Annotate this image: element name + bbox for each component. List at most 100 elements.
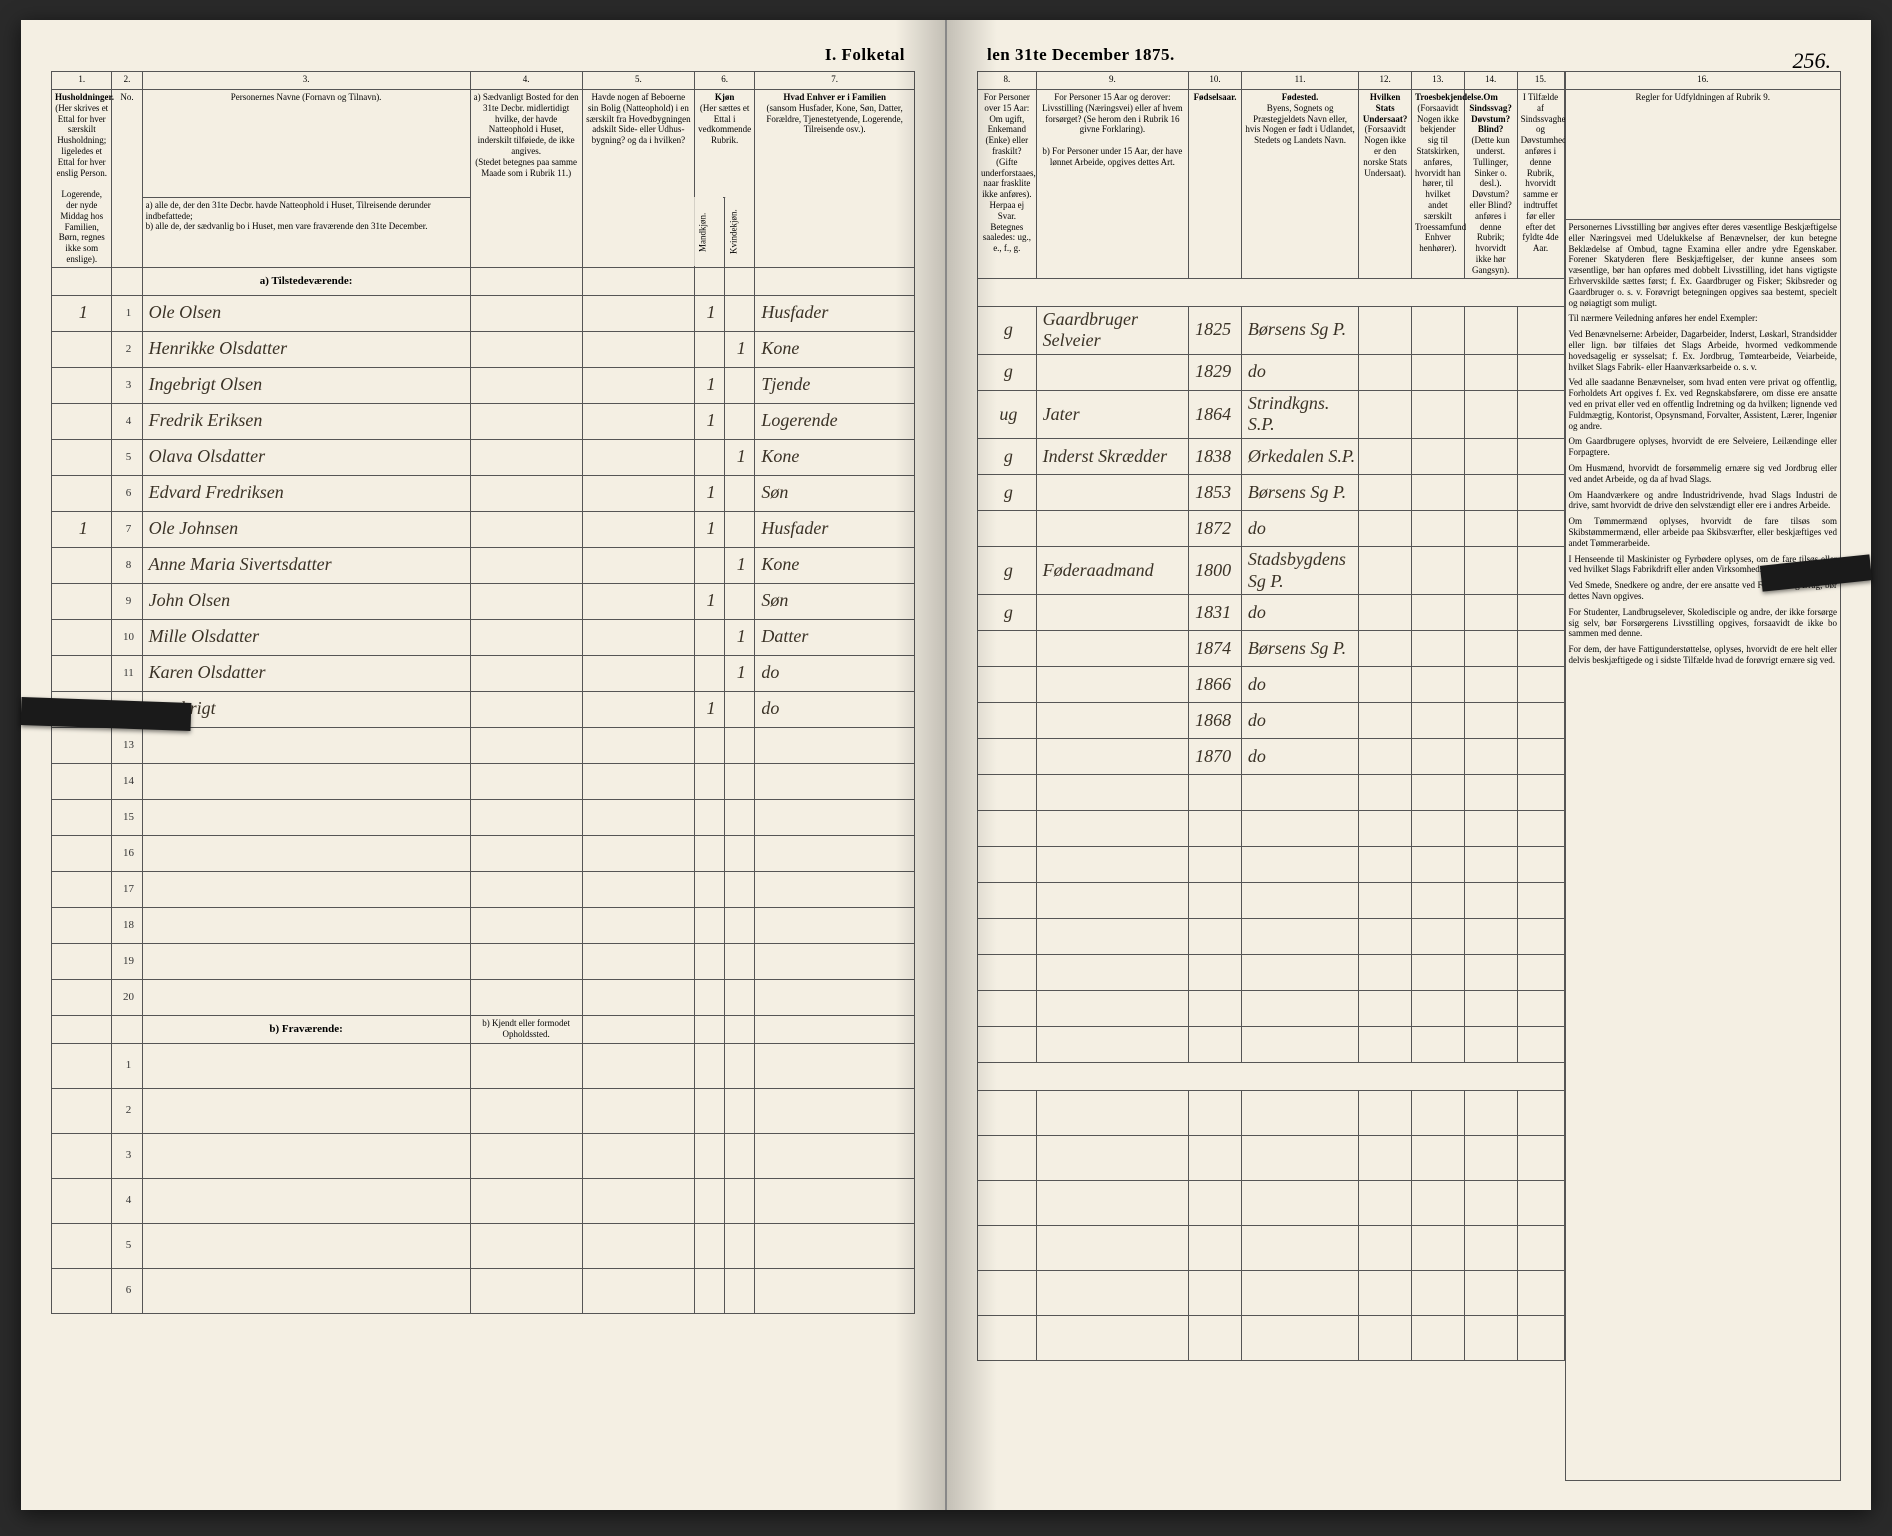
table-row <box>978 991 1565 1027</box>
cell-rownum: 1 <box>112 295 142 331</box>
colnum-15: 15. <box>1517 72 1564 90</box>
table-row: 4 <box>52 1178 915 1223</box>
cell-female <box>725 475 755 511</box>
table-row: 1 <box>52 1043 915 1088</box>
table-row <box>978 811 1565 847</box>
table-row: 5 Olava Olsdatter 1 Kone <box>52 439 915 475</box>
cell-year: 1829 <box>1189 354 1242 390</box>
colnum-11: 11. <box>1241 72 1358 90</box>
cell-family: Kone <box>755 547 915 583</box>
cell-rownum: 2 <box>112 331 142 367</box>
cell-name: Fredrik Eriksen <box>142 403 470 439</box>
table-row <box>978 883 1565 919</box>
table-row: g 1831 do <box>978 595 1565 631</box>
cell-rownum: 6 <box>112 475 142 511</box>
cell-household <box>52 547 112 583</box>
cell-marital <box>978 510 1037 546</box>
table-row: g 1853 Børsens Sg P. <box>978 474 1565 510</box>
cell-male <box>694 439 724 475</box>
cell-occupation: Føderaadmand <box>1036 546 1189 594</box>
cell-residence <box>470 547 582 583</box>
cell-year: 1853 <box>1189 474 1242 510</box>
cell-residence <box>470 691 582 727</box>
table-row: 14 <box>52 763 915 799</box>
cell-rownum: 10 <box>112 619 142 655</box>
cell-household <box>52 655 112 691</box>
title-left: I. Folketal <box>51 45 915 65</box>
cell-rownum: 8 <box>112 547 142 583</box>
cell-family: Husfader <box>755 511 915 547</box>
cell-family: Kone <box>755 439 915 475</box>
cell-building <box>582 475 694 511</box>
cell-year: 1870 <box>1189 739 1242 775</box>
cell-year: 1872 <box>1189 510 1242 546</box>
hdr-male: Mandkjøn. <box>694 197 724 267</box>
cell-year: 1868 <box>1189 703 1242 739</box>
table-row: 3 <box>52 1133 915 1178</box>
cell-household <box>52 619 112 655</box>
hdr-names: Personernes Navne (Fornavn og Tilnavn). <box>142 90 470 198</box>
cell-year: 1800 <box>1189 546 1242 594</box>
cell-occupation <box>1036 474 1189 510</box>
cell-household <box>52 403 112 439</box>
cell-marital: ug <box>978 390 1037 438</box>
table-row <box>978 955 1565 991</box>
page-number: 256. <box>1793 48 1832 74</box>
hdr-names-sub: a) alle de, der den 31te Decbr. havde Na… <box>142 197 470 267</box>
cell-building <box>582 367 694 403</box>
table-row <box>978 1226 1565 1271</box>
cell-name: Edvard Fredriksen <box>142 475 470 511</box>
cell-male: 1 <box>694 367 724 403</box>
table-row: 2 <box>52 1088 915 1133</box>
cell-building <box>582 583 694 619</box>
census-table-right: 8. 9. 10. 11. 12. 13. 14. 15. For Person… <box>977 71 1565 1361</box>
cell-marital <box>978 739 1037 775</box>
colnum-10: 10. <box>1189 72 1242 90</box>
cell-name: Ole Olsen <box>142 295 470 331</box>
cell-marital: g <box>978 438 1037 474</box>
cell-place: do <box>1241 510 1358 546</box>
title-right: len 31te December 1875. <box>977 45 1841 65</box>
cell-residence <box>470 439 582 475</box>
cell-name: Ingebrigt <box>142 691 470 727</box>
cell-place: do <box>1241 703 1358 739</box>
cell-year: 1831 <box>1189 595 1242 631</box>
table-row: 13 <box>52 727 915 763</box>
cell-household <box>52 583 112 619</box>
cell-residence <box>470 403 582 439</box>
cell-year: 1838 <box>1189 438 1242 474</box>
table-row <box>978 1316 1565 1361</box>
table-row: 15 <box>52 799 915 835</box>
cell-place: Strindkgns. S.P. <box>1241 390 1358 438</box>
colnum-16: 16. <box>1565 72 1840 90</box>
hdr-family: Hvad Enhver er i Familien(sansom Husfade… <box>755 90 915 268</box>
table-row: 1866 do <box>978 667 1565 703</box>
cell-name: John Olsen <box>142 583 470 619</box>
cell-rownum: 9 <box>112 583 142 619</box>
table-row <box>978 847 1565 883</box>
cell-residence <box>470 619 582 655</box>
table-row: g 1829 do <box>978 354 1565 390</box>
cell-marital: g <box>978 474 1037 510</box>
cell-residence <box>470 367 582 403</box>
cell-female: 1 <box>725 547 755 583</box>
cell-place: Stadsbygdens Sg P. <box>1241 546 1358 594</box>
table-row: 5 <box>52 1223 915 1268</box>
cell-place: do <box>1241 667 1358 703</box>
table-row: g Inderst Skrædder 1838 Ørkedalen S.P. <box>978 438 1565 474</box>
cell-place: do <box>1241 354 1358 390</box>
instructions-column: 16. Regler for Udfyldningen af Rubrik 9.… <box>1565 71 1841 1481</box>
hdr-religion: Troesbekjendelse.(Forsaavidt Nogen ikke … <box>1412 90 1465 279</box>
table-row <box>978 919 1565 955</box>
hdr-nationality: Hvilken Stats Undersaat?(Forsaavidt Noge… <box>1359 90 1412 279</box>
cell-residence <box>470 655 582 691</box>
cell-building <box>582 295 694 331</box>
hdr-outbuilding: Havde nogen af Beboerne sin Bolig (Natte… <box>582 90 694 268</box>
cell-female <box>725 367 755 403</box>
cell-year: 1825 <box>1189 306 1242 354</box>
cell-building <box>582 511 694 547</box>
page-left: I. Folketal 1. 2. 3. 4. 5. 6. 7. <box>21 20 947 1510</box>
hdr-disability: Om Sindssvag? Døvstum? Blind?(Dette kun … <box>1464 90 1517 279</box>
table-row: 16 <box>52 835 915 871</box>
cell-place: do <box>1241 739 1358 775</box>
